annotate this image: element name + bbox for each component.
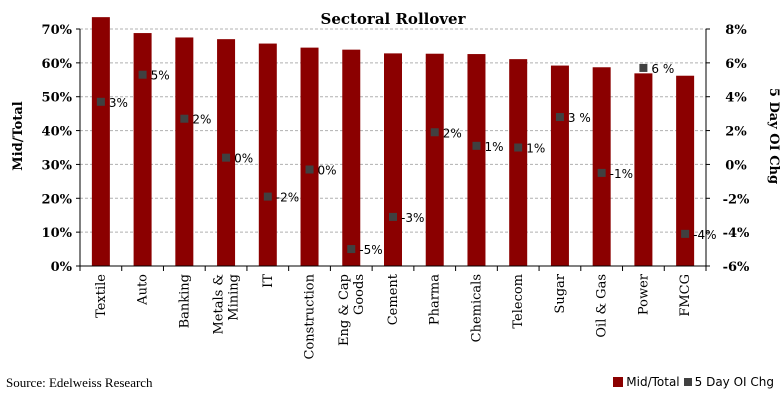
- bar: [425, 53, 444, 266]
- bar: [676, 75, 695, 266]
- x-tick-label: Oil & Gas: [595, 274, 610, 338]
- x-tick-label: Power: [636, 273, 651, 315]
- data-label: -3%: [401, 211, 424, 225]
- data-point: [597, 168, 606, 177]
- bar: [91, 17, 110, 267]
- y-tick-label: 0%: [51, 260, 73, 275]
- x-tick-label: Eng & Cap: [337, 274, 352, 346]
- x-tick-label: Banking: [177, 274, 192, 328]
- data-point: [96, 97, 105, 106]
- data-label: 0%: [234, 152, 253, 166]
- x-tick-label: Goods: [352, 274, 367, 315]
- x-tick-label: Pharma: [428, 274, 443, 325]
- bar: [550, 65, 569, 267]
- data-label: -2%: [276, 191, 299, 205]
- chart-title: Sectoral Rollover: [320, 10, 466, 28]
- data-label: 0%: [318, 164, 337, 178]
- source-note: Source: Edelweiss Research: [6, 375, 153, 390]
- y2-tick-label: -4%: [723, 226, 750, 241]
- data-label: -4%: [693, 228, 716, 242]
- y-tick-label: 40%: [42, 125, 73, 140]
- y2-tick-label: 2%: [725, 125, 747, 140]
- data-label: 3%: [109, 96, 128, 110]
- y2-tick-label: 0%: [725, 158, 747, 173]
- legend-swatch-mid-total: [613, 377, 624, 387]
- data-label: 6 %: [651, 62, 674, 76]
- data-point: [472, 141, 481, 150]
- x-tick-label: Chemicals: [469, 274, 484, 342]
- data-label: 1%: [484, 140, 503, 154]
- legend-item-mid-total: Mid/Total: [613, 375, 680, 389]
- x-tick-label: Telecom: [511, 274, 526, 329]
- data-label: -5%: [359, 243, 382, 257]
- bar: [133, 33, 152, 266]
- bar: [592, 67, 611, 266]
- y2-tick-label: 6%: [725, 57, 747, 72]
- bar: [342, 49, 361, 266]
- legend-label-mid-total: Mid/Total: [626, 375, 680, 389]
- data-label: 2%: [192, 113, 211, 127]
- y-tick-label: 70%: [42, 23, 73, 38]
- x-tick-label: Metals &: [212, 274, 227, 335]
- x-tick-label: Auto: [136, 274, 151, 306]
- y2-axis-label: 5 Day OI Chg: [766, 88, 780, 184]
- x-tick-label: Cement: [386, 273, 401, 325]
- y-tick-label: 30%: [42, 158, 73, 173]
- data-point: [389, 212, 397, 221]
- legend: Mid/Total 5 Day OI Chg: [613, 375, 774, 389]
- y-axis-label: Mid/Total: [11, 101, 26, 170]
- data-point: [263, 192, 272, 201]
- bar-series: [91, 17, 695, 267]
- data-label: 1%: [526, 142, 545, 156]
- data-point: [514, 143, 523, 152]
- y2-tick-label: 4%: [725, 91, 747, 106]
- point-series: 3% 5% 2% 0% -2% 0% -5% -3% 2% 1% 1% 3 % -1% 6 % -4%: [96, 62, 717, 257]
- y2-tick-label: -2%: [723, 192, 750, 207]
- y2-tick-label: -6%: [723, 260, 750, 275]
- x-tick-label: Textile: [94, 274, 109, 318]
- data-label: -1%: [610, 167, 633, 181]
- bar: [175, 37, 194, 266]
- data-point: [681, 229, 690, 238]
- data-point: [430, 128, 439, 137]
- bar: [509, 59, 528, 266]
- y2-tick-label: 8%: [725, 23, 747, 38]
- data-point: [138, 70, 147, 79]
- y-tick-label: 60%: [42, 57, 73, 72]
- bar: [384, 53, 402, 267]
- data-label: 3 %: [568, 111, 591, 125]
- bar: [258, 43, 277, 267]
- x-tick-label: IT: [261, 274, 276, 288]
- axes: 0% 10% 20% 30% 40% 50% 60% 70% -6% -4% -2% 0% 2% 4% 6%…: [42, 23, 750, 360]
- legend-label-oi-chg: 5 Day OI Chg: [694, 375, 774, 389]
- data-label: 5%: [151, 69, 170, 83]
- y-tick-label: 10%: [42, 226, 73, 241]
- data-point: [555, 113, 564, 122]
- data-point: [222, 153, 231, 162]
- y-tick-label: 20%: [42, 192, 73, 207]
- legend-swatch-oi-chg: [683, 378, 692, 386]
- x-tick-label: Sugar: [553, 273, 568, 313]
- bar: [300, 47, 319, 266]
- data-point: [347, 245, 356, 254]
- bar: [467, 54, 486, 266]
- bar: [634, 73, 653, 266]
- x-tick-label: FMCG: [678, 274, 693, 317]
- data-point: [639, 63, 648, 72]
- legend-item-oi-chg: 5 Day OI Chg: [683, 375, 774, 389]
- data-point: [180, 114, 189, 123]
- data-point: [305, 165, 314, 174]
- y-tick-label: 50%: [42, 91, 73, 106]
- data-label: 2%: [443, 126, 462, 140]
- bar: [217, 39, 236, 267]
- x-tick-label: Mining: [227, 274, 242, 321]
- x-tick-label: Construction: [303, 273, 318, 359]
